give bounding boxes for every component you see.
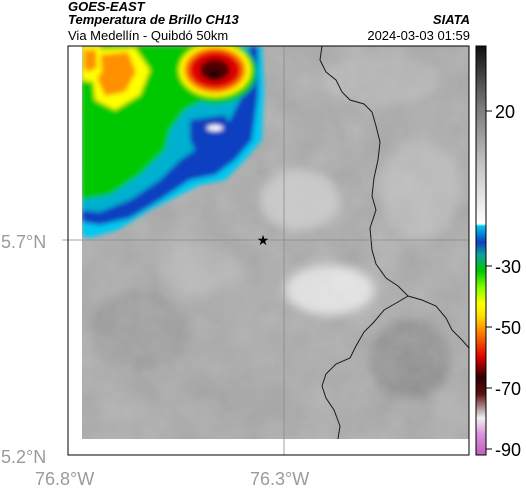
border-line <box>407 295 469 349</box>
colorbar-gradient <box>476 46 486 455</box>
colorbar-tick-label: -30 <box>495 257 521 277</box>
colorbar-tick-label: 20 <box>495 102 515 122</box>
colorbar-tick-label: -50 <box>495 318 521 338</box>
subtitle: Via Medellín - Quibdó 50km <box>68 28 229 43</box>
lon-tick-label: 76.8°W <box>35 469 94 489</box>
location-star-icon: ★ <box>257 233 270 249</box>
map-frame <box>67 45 470 456</box>
satellite-title: GOES-EAST <box>68 0 145 14</box>
colorbar-tick-label: -90 <box>495 440 521 460</box>
lat-tick-label: 5.7°N <box>1 232 46 252</box>
colorbar: 20 -30 -50 -70 -90 <box>475 45 521 460</box>
timestamp: 2024-03-03 01:59 <box>367 28 470 43</box>
map-imagery <box>82 46 469 439</box>
lon-tick-label: 76.3°W <box>250 469 309 489</box>
product-title: Temperatura de Brillo CH13 <box>68 12 239 27</box>
lat-tick-label: 5.2°N <box>1 447 46 467</box>
organization-label: SIATA <box>432 12 470 27</box>
colorbar-tick-label: -70 <box>495 379 521 399</box>
coastline <box>319 46 409 439</box>
